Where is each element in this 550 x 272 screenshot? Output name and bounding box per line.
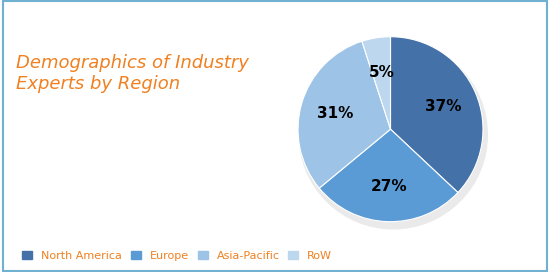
Wedge shape xyxy=(362,37,390,129)
Text: Demographics of Industry
Experts by Region: Demographics of Industry Experts by Regi… xyxy=(16,54,249,93)
Wedge shape xyxy=(319,129,458,222)
Wedge shape xyxy=(390,37,483,193)
Ellipse shape xyxy=(299,40,488,230)
Text: 27%: 27% xyxy=(370,179,407,194)
Text: 5%: 5% xyxy=(368,65,394,80)
Wedge shape xyxy=(298,41,390,188)
Text: 37%: 37% xyxy=(425,99,461,114)
Legend: North America, Europe, Asia-Pacific, RoW: North America, Europe, Asia-Pacific, RoW xyxy=(22,251,332,261)
Text: 31%: 31% xyxy=(317,106,354,121)
